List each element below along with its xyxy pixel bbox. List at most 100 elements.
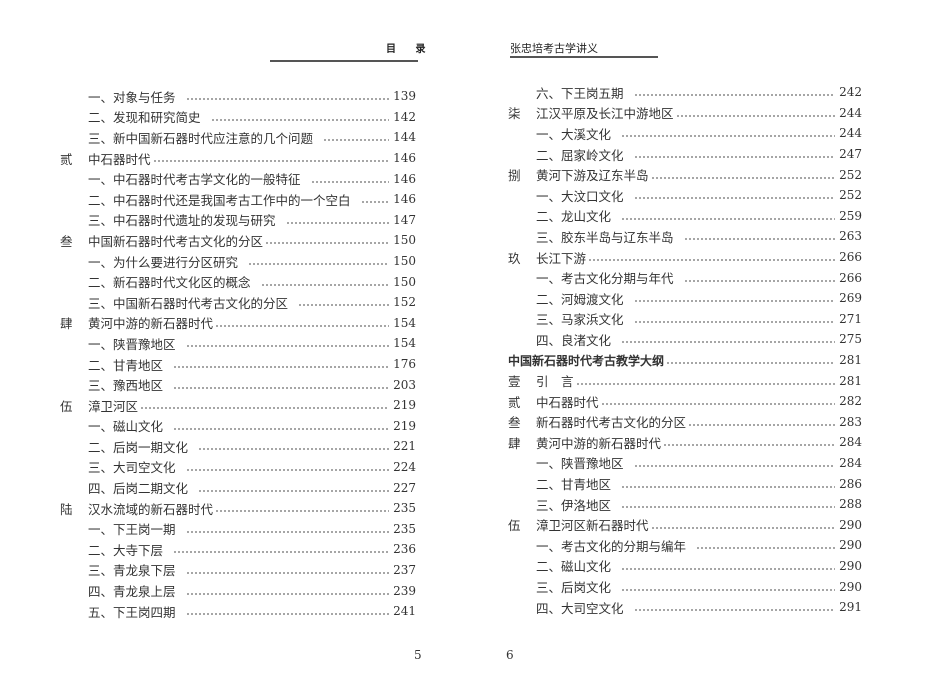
toc-entry[interactable]: 二、甘青地区 176 <box>60 354 416 375</box>
toc-entry[interactable]: 贰中石器时代 282 <box>508 391 862 412</box>
toc-entry[interactable]: 二、新石器时代文化区的概念 150 <box>60 271 416 292</box>
toc-entry[interactable]: 三、大司空文化 224 <box>60 457 416 478</box>
dot-leader <box>185 613 390 616</box>
entry-title: 长江下游 <box>536 250 587 266</box>
entry-page: 269 <box>839 291 862 306</box>
chapter-numeral: 陆 <box>60 501 73 517</box>
entry-title: 一、陕晋豫地区 <box>536 456 624 472</box>
toc-entry[interactable]: 二、发现和研究简史 142 <box>60 107 416 128</box>
entry-page: 224 <box>393 459 416 474</box>
entry-title: 一、陕晋豫地区 <box>88 336 176 352</box>
entry-title: 二、甘青地区 <box>536 477 612 493</box>
toc-entry[interactable]: 捌黄河下游及辽东半岛 252 <box>508 164 862 185</box>
entry-title: 一、大汶口文化 <box>536 188 624 204</box>
toc-entry[interactable]: 肆黄河中游的新石器时代 284 <box>508 432 862 453</box>
toc-entry[interactable]: 四、青龙泉上层 239 <box>60 580 416 601</box>
toc-entry[interactable]: 贰中石器时代 146 <box>60 148 416 169</box>
dot-leader <box>265 242 390 245</box>
toc-entry[interactable]: 一、考古文化分期与年代 266 <box>508 267 862 288</box>
toc-entry[interactable]: 柒江汉平原及长江中游地区 244 <box>508 103 862 124</box>
toc-entry[interactable]: 三、后岗文化 290 <box>508 576 862 597</box>
left-page: 目 录 一、对象与任务 139 二、发现和研究简史 142 三、新中国新石器时代应注意的… <box>60 44 425 662</box>
toc-entry[interactable]: 四、后岗二期文化 227 <box>60 477 416 498</box>
toc-entry[interactable]: 一、下王岗一期 235 <box>60 518 416 539</box>
toc-entry[interactable]: 一、大汶口文化 252 <box>508 185 862 206</box>
dot-leader <box>210 118 390 121</box>
toc-entry[interactable]: 伍漳卫河区新石器时代 290 <box>508 514 862 535</box>
toc-entry[interactable]: 肆黄河中游的新石器时代 154 <box>60 313 416 334</box>
dot-leader <box>621 217 836 220</box>
entry-title: 二、发现和研究简史 <box>88 110 201 126</box>
dot-leader <box>185 592 390 595</box>
toc-entry[interactable]: 叁中国新石器时代考古文化的分区 150 <box>60 230 416 251</box>
toc-entry[interactable]: 二、后岗一期文化 221 <box>60 436 416 457</box>
toc-entry[interactable]: 一、大溪文化 244 <box>508 123 862 144</box>
toc-entry[interactable]: 中国新石器时代考古教学大纲 281 <box>508 350 862 371</box>
toc-entry[interactable]: 二、屈家岭文化 247 <box>508 144 862 165</box>
toc-entry[interactable]: 一、为什么要进行分区研究 150 <box>60 251 416 272</box>
toc-entry[interactable]: 一、对象与任务 139 <box>60 86 416 107</box>
toc-entry[interactable]: 一、磁山文化 219 <box>60 416 416 437</box>
entry-page: 154 <box>393 315 416 330</box>
dot-leader <box>310 180 390 183</box>
dot-leader <box>633 320 836 323</box>
entry-title: 中石器时代 <box>88 151 151 167</box>
toc-entry[interactable]: 二、龙山文化 259 <box>508 206 862 227</box>
entry-page: 227 <box>393 480 416 495</box>
dot-leader <box>173 427 390 430</box>
chapter-numeral: 伍 <box>60 398 73 414</box>
toc-entry[interactable]: 三、豫西地区 203 <box>60 374 416 395</box>
entry-title: 中国新石器时代考古文化的分区 <box>88 233 264 249</box>
toc-entry[interactable]: 三、胶东半岛与辽东半岛 263 <box>508 226 862 247</box>
toc-entry[interactable]: 壹引 言 281 <box>508 370 862 391</box>
toc-entry[interactable]: 三、中石器时代遗址的发现与研究 147 <box>60 210 416 231</box>
toc-entry[interactable]: 玖长江下游 266 <box>508 247 862 268</box>
entry-title: 二、河姆渡文化 <box>536 291 624 307</box>
toc-entry[interactable]: 二、磁山文化 290 <box>508 556 862 577</box>
entry-title: 黄河中游的新石器时代 <box>536 435 662 451</box>
toc-entry[interactable]: 一、中石器时代考古学文化的一般特征 146 <box>60 168 416 189</box>
entry-title: 黄河下游及辽东半岛 <box>536 168 649 184</box>
entry-title: 三、中石器时代遗址的发现与研究 <box>88 213 276 229</box>
toc-entry[interactable]: 四、良渚文化 275 <box>508 329 862 350</box>
entry-page: 144 <box>393 130 416 145</box>
toc-entry[interactable]: 二、大寺下层 236 <box>60 539 416 560</box>
toc-entry[interactable]: 四、大司空文化 291 <box>508 597 862 618</box>
entry-title: 中国新石器时代考古教学大纲 <box>508 353 665 368</box>
dot-leader <box>173 366 390 369</box>
toc-entry[interactable]: 三、伊洛地区 288 <box>508 494 862 515</box>
entry-title: 二、磁山文化 <box>536 559 612 575</box>
dot-leader <box>185 98 390 101</box>
toc-entry[interactable]: 叁新石器时代考古文化的分区 283 <box>508 412 862 433</box>
page-number: 6 <box>506 648 514 662</box>
toc-entry[interactable]: 一、陕晋豫地区 154 <box>60 333 416 354</box>
toc-entry[interactable]: 二、河姆渡文化 269 <box>508 288 862 309</box>
toc-entry[interactable]: 一、陕晋豫地区 284 <box>508 453 862 474</box>
toc-entry[interactable]: 三、中国新石器时代考古文化的分区 152 <box>60 292 416 313</box>
entry-title: 汉水流域的新石器时代 <box>88 501 214 517</box>
entry-page: 266 <box>839 250 862 265</box>
toc-entry[interactable]: 三、青龙泉下层 237 <box>60 560 416 581</box>
toc-entry[interactable]: 伍漳卫河区 219 <box>60 395 416 416</box>
entry-page: 281 <box>839 373 862 388</box>
toc-entry[interactable]: 二、中石器时代还是我国考古工作中的一个空白 146 <box>60 189 416 210</box>
chapter-numeral: 贰 <box>508 394 521 410</box>
toc-entry[interactable]: 二、甘青地区 286 <box>508 473 862 494</box>
chapter-numeral: 壹 <box>508 374 521 390</box>
entry-page: 235 <box>393 501 416 516</box>
toc-entry[interactable]: 五、下王岗四期 241 <box>60 601 416 622</box>
toc-entry[interactable]: 陆汉水流域的新石器时代 235 <box>60 498 416 519</box>
chapter-numeral: 叁 <box>60 233 73 249</box>
entry-title: 一、磁山文化 <box>88 419 164 435</box>
toc-list: 六、下王岗五期 242 柒江汉平原及长江中游地区 244 一、大溪文化 244 二、屈家岭文… <box>508 82 862 617</box>
dot-leader <box>575 382 836 385</box>
toc-entry[interactable]: 六、下王岗五期 242 <box>508 82 862 103</box>
entry-title: 三、马家浜文化 <box>536 312 624 328</box>
toc-entry[interactable]: 三、新中国新石器时代应注意的几个问题 144 <box>60 127 416 148</box>
entry-page: 282 <box>839 394 862 409</box>
entry-title: 二、新石器时代文化区的概念 <box>88 275 251 291</box>
entry-title: 一、考古文化分期与年代 <box>536 271 674 287</box>
toc-entry[interactable]: 一、考古文化的分期与编年 290 <box>508 535 862 556</box>
entry-page: 286 <box>839 476 862 491</box>
toc-entry[interactable]: 三、马家浜文化 271 <box>508 309 862 330</box>
